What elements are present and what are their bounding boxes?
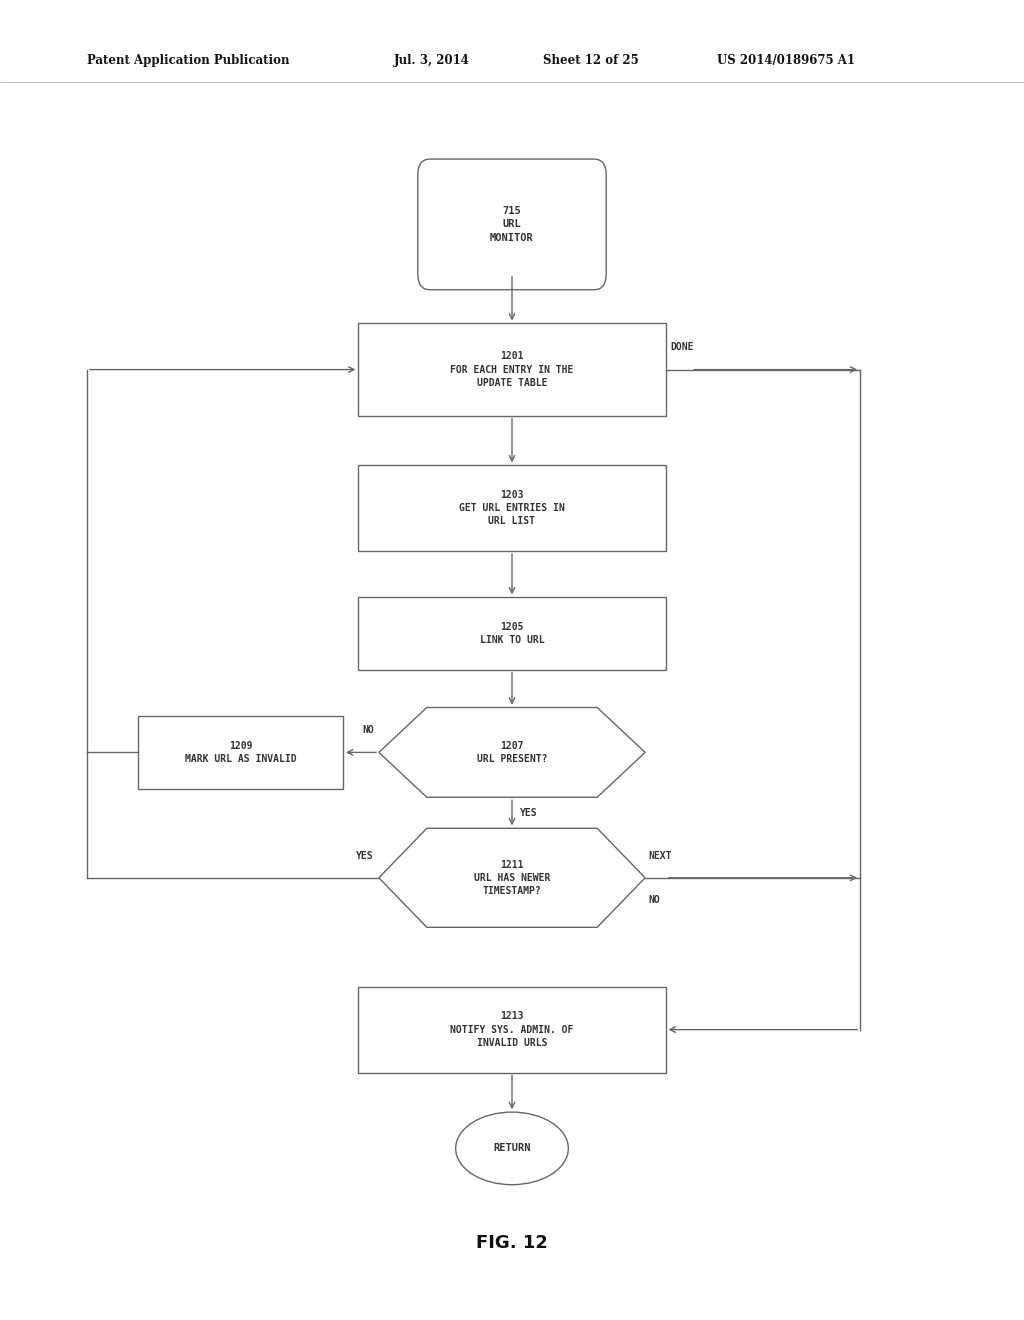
Polygon shape <box>379 708 645 797</box>
Text: NO: NO <box>362 725 374 735</box>
Polygon shape <box>379 829 645 927</box>
Text: 1209
MARK URL AS INVALID: 1209 MARK URL AS INVALID <box>184 741 297 764</box>
Text: DONE: DONE <box>671 342 694 352</box>
Bar <box>358 987 666 1072</box>
Text: YES: YES <box>356 850 374 861</box>
Text: FIG. 12: FIG. 12 <box>476 1234 548 1253</box>
FancyBboxPatch shape <box>418 160 606 290</box>
Bar <box>358 466 666 552</box>
Bar <box>358 323 666 416</box>
Text: Patent Application Publication: Patent Application Publication <box>87 54 290 67</box>
Text: YES: YES <box>520 808 538 818</box>
Text: 1207
URL PRESENT?: 1207 URL PRESENT? <box>477 741 547 764</box>
Bar <box>138 715 343 789</box>
Text: 1205
LINK TO URL: 1205 LINK TO URL <box>479 622 545 645</box>
Text: 1213
NOTIFY SYS. ADMIN. OF
INVALID URLS: 1213 NOTIFY SYS. ADMIN. OF INVALID URLS <box>451 1011 573 1048</box>
Text: RETURN: RETURN <box>494 1143 530 1154</box>
Text: Sheet 12 of 25: Sheet 12 of 25 <box>543 54 639 67</box>
Text: 715
URL
MONITOR: 715 URL MONITOR <box>490 206 534 243</box>
Text: 1211
URL HAS NEWER
TIMESTAMP?: 1211 URL HAS NEWER TIMESTAMP? <box>474 859 550 896</box>
Text: 1203
GET URL ENTRIES IN
URL LIST: 1203 GET URL ENTRIES IN URL LIST <box>459 490 565 527</box>
Text: NEXT: NEXT <box>648 850 672 861</box>
Text: Jul. 3, 2014: Jul. 3, 2014 <box>394 54 470 67</box>
Text: 1201
FOR EACH ENTRY IN THE
UPDATE TABLE: 1201 FOR EACH ENTRY IN THE UPDATE TABLE <box>451 351 573 388</box>
Text: NO: NO <box>648 895 659 906</box>
Ellipse shape <box>456 1111 568 1185</box>
Text: US 2014/0189675 A1: US 2014/0189675 A1 <box>717 54 855 67</box>
Bar <box>358 597 666 671</box>
